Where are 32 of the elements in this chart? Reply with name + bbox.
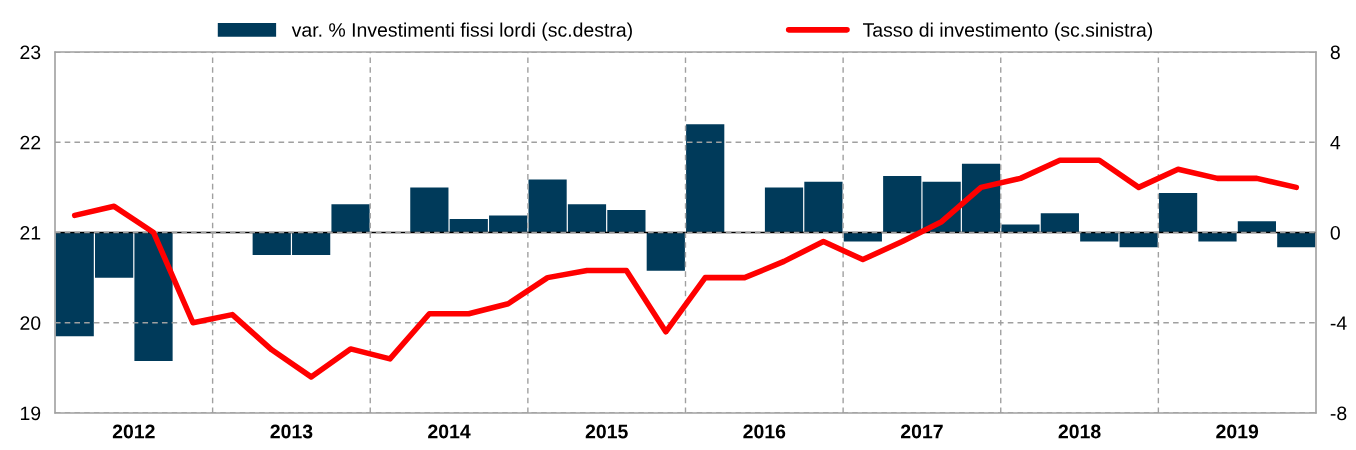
legend-label: var. % Investimenti fissi lordi (sc.destra) (291, 22, 632, 41)
bar (1237, 221, 1276, 233)
bar (1158, 193, 1198, 233)
bar (410, 187, 449, 233)
y-tick-label: 22 (20, 135, 41, 150)
bar (1080, 232, 1119, 242)
x-tick-label: 2014 (428, 424, 471, 439)
bar (1277, 232, 1316, 248)
x-tick-label: 2017 (900, 424, 943, 439)
legend-label: Tasso di investimento (sc.sinistra) (863, 22, 1153, 41)
y-tick-label: 21 (20, 225, 41, 240)
x-tick-label: 2013 (270, 424, 313, 439)
x-tick-label: 2018 (1058, 424, 1101, 439)
bar (843, 232, 882, 242)
x-tick-label: 2015 (585, 424, 628, 439)
y2-tick-label: 8 (1330, 45, 1340, 60)
bar (1119, 232, 1158, 248)
y-tick-label: 19 (20, 406, 41, 421)
y2-tick-label: -8 (1330, 406, 1347, 421)
y2-tick-label: 4 (1330, 135, 1341, 150)
bar (686, 124, 725, 233)
bar (1198, 232, 1237, 242)
bar (646, 232, 685, 271)
y2-tick-label: 0 (1330, 225, 1340, 240)
y-tick-label: 23 (20, 45, 41, 60)
y2-tick-label: -4 (1330, 316, 1347, 330)
x-tick-label: 2019 (1216, 424, 1259, 439)
x-tick-label: 2016 (743, 424, 786, 439)
y-tick-label: 20 (20, 316, 41, 330)
bar (331, 204, 370, 233)
x-tick-label: 2012 (112, 424, 155, 439)
bar (883, 176, 922, 233)
